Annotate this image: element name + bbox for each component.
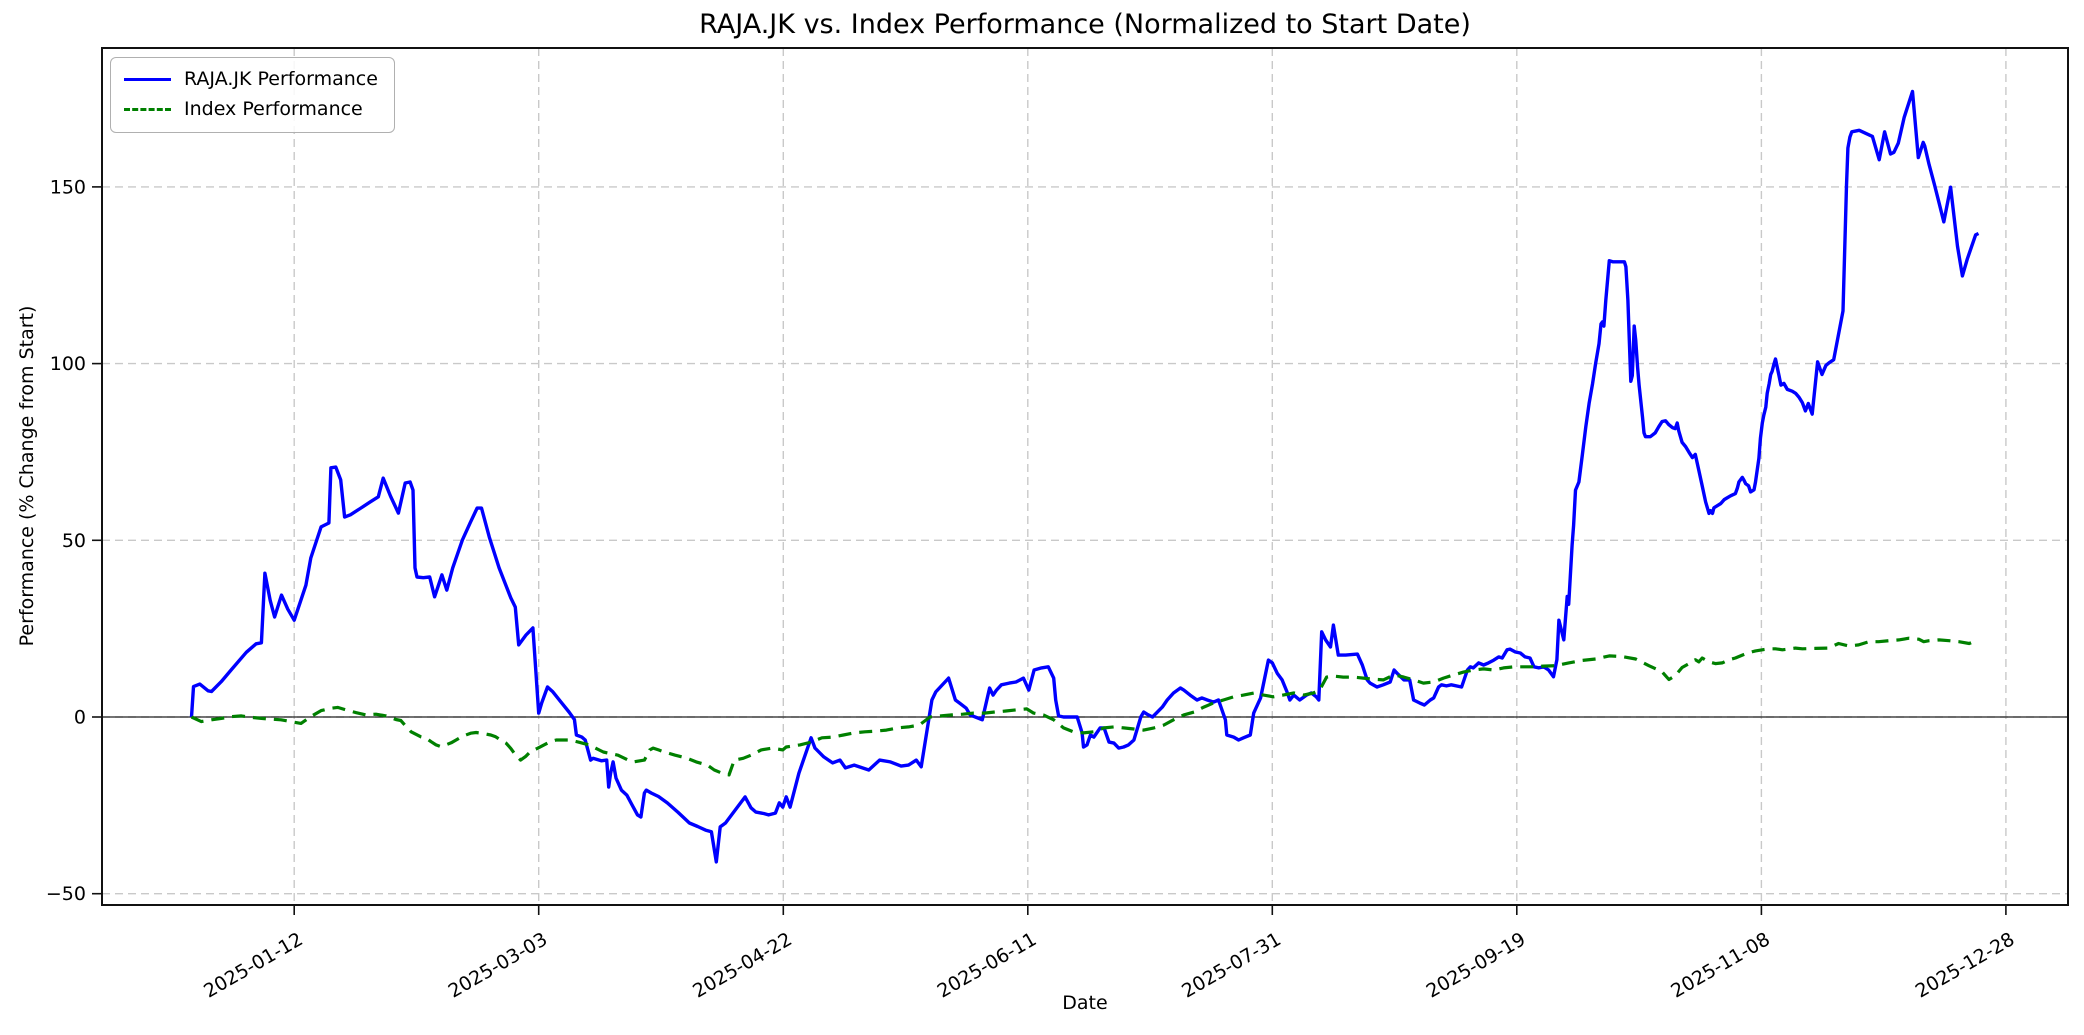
legend-line-dashed-green: [124, 107, 171, 111]
plot-border: [101, 47, 2069, 906]
x-tick-label: 2025-07-31: [1178, 928, 1285, 1002]
legend-line-solid-blue: [124, 77, 171, 81]
y-tick-label: 150: [50, 176, 86, 198]
legend-item-raja: RAJA.JK Performance: [124, 69, 378, 90]
x-tick-label: 2025-06-11: [934, 928, 1041, 1002]
x-axis-label: Date: [1062, 992, 1108, 1014]
legend-item-index: Index Performance: [124, 97, 378, 120]
chart-title: RAJA.JK vs. Index Performance (Normalize…: [699, 9, 1471, 40]
x-tick-label: 2025-01-12: [200, 928, 307, 1002]
y-tick-label: 0: [74, 707, 86, 729]
legend: RAJA.JK Performance Index Performance: [110, 57, 395, 133]
x-tick-label: 2025-04-22: [689, 928, 796, 1002]
y-tick-label: 100: [50, 353, 86, 375]
x-tick-label: 2025-03-03: [445, 928, 552, 1002]
series-raja: [189, 89, 1980, 864]
x-tick-label: 2025-11-08: [1667, 928, 1774, 1002]
legend-label: RAJA.JK Performance: [184, 68, 378, 90]
y-tick-label: −50: [46, 883, 86, 905]
y-tick-label: 50: [62, 530, 86, 552]
legend-label: Index Performance: [184, 97, 363, 120]
x-tick-label: 2025-09-19: [1423, 928, 1530, 1002]
series-index: [190, 636, 1979, 777]
x-tick-label: 2025-12-28: [1912, 928, 2019, 1002]
